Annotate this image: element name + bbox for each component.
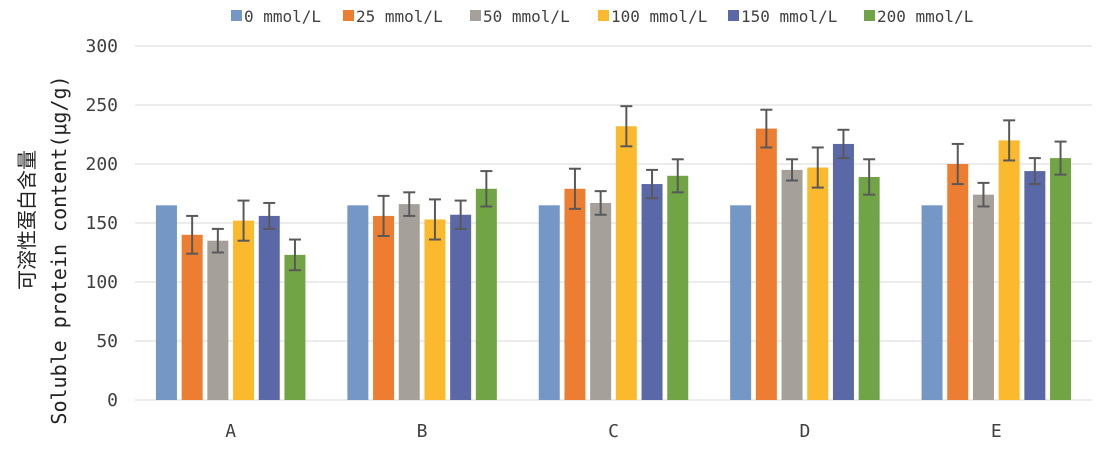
x-axis-ticks: A B C D E <box>225 421 1001 442</box>
y-tick-label: 100 <box>85 272 118 293</box>
bar <box>564 188 586 400</box>
y-axis-ticks: 0 50 100 150 200 250 300 <box>85 36 118 411</box>
legend-swatch <box>598 10 609 21</box>
bar <box>590 202 612 400</box>
bar <box>373 215 395 400</box>
y-tick-label: 200 <box>85 154 118 175</box>
y-tick-label: 150 <box>85 213 118 234</box>
bar <box>155 205 177 400</box>
legend-label: 25 mmol/L <box>356 7 443 26</box>
bar <box>755 128 777 400</box>
bar <box>807 167 829 400</box>
y-axis-title-en: Soluble protein content(μg/g) <box>47 75 71 424</box>
legend-label: 150 mmol/L <box>741 7 837 26</box>
legend-swatch <box>864 10 875 21</box>
bar <box>615 126 637 401</box>
bar <box>730 205 752 400</box>
y-tick-label: 250 <box>85 95 118 116</box>
legend-label: 50 mmol/L <box>483 7 570 26</box>
bar <box>258 215 280 400</box>
bar <box>1050 158 1072 400</box>
x-tick-label: D <box>799 421 810 442</box>
error-bars <box>186 105 1067 272</box>
legend: 0 mmol/L 25 mmol/L 50 mmol/L 100 mmol/L 150 … <box>231 7 973 26</box>
y-tick-label: 300 <box>85 36 118 57</box>
bar <box>181 234 203 400</box>
bar <box>858 176 880 400</box>
x-tick-label: B <box>417 421 428 442</box>
bar <box>207 240 229 400</box>
x-tick-label: A <box>225 421 236 442</box>
bar <box>781 169 803 400</box>
bars <box>155 126 1072 401</box>
bar <box>475 188 497 400</box>
y-axis-title-group: 可溶性蛋白含量 Soluble protein content(μg/g) <box>15 75 71 424</box>
x-tick-label: C <box>608 421 619 442</box>
x-tick-label: E <box>991 421 1002 442</box>
bar <box>450 214 472 400</box>
bar <box>398 204 420 400</box>
bar <box>998 140 1020 400</box>
bar <box>972 194 994 400</box>
bar <box>832 143 854 400</box>
legend-label: 100 mmol/L <box>611 7 707 26</box>
bar <box>284 254 306 400</box>
legend-label: 200 mmol/L <box>877 7 973 26</box>
bar <box>233 220 255 400</box>
legend-swatch <box>470 10 481 21</box>
bar <box>921 205 943 400</box>
bar <box>641 184 663 400</box>
bar <box>667 175 689 400</box>
y-tick-label: 0 <box>107 390 118 411</box>
bar <box>538 205 560 400</box>
bar <box>347 205 369 400</box>
bar <box>1024 171 1046 400</box>
legend-swatch <box>728 10 739 21</box>
legend-swatch <box>343 10 354 21</box>
legend-swatch <box>231 10 242 21</box>
legend-label: 0 mmol/L <box>244 7 321 26</box>
y-tick-label: 50 <box>96 331 118 352</box>
y-axis-title-cn: 可溶性蛋白含量 <box>15 150 39 290</box>
bar <box>424 219 446 400</box>
bar <box>947 164 969 400</box>
